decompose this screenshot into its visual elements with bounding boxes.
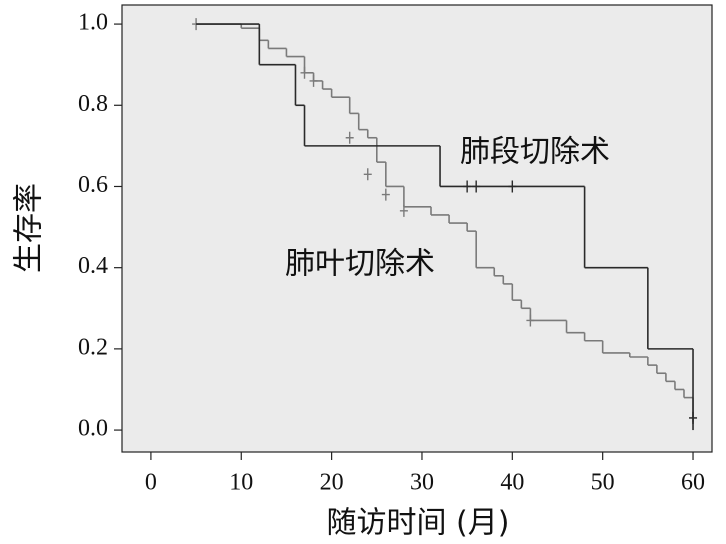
x-tick-label: 20 (320, 470, 344, 496)
x-tick-label: 50 (591, 470, 615, 496)
censor-mark (399, 204, 408, 217)
annotation: 肺叶切除术 (285, 247, 435, 282)
x-tick-label: 0 (145, 470, 157, 496)
y-tick-label: 0.2 (78, 334, 108, 360)
x-axis-label: 随访时间 (月) (327, 506, 510, 541)
censor-mark (345, 131, 354, 144)
y-tick-label: 0.0 (78, 416, 108, 442)
censor-mark (363, 168, 372, 181)
y-tick-label: 0.4 (78, 253, 108, 279)
censor-mark (309, 74, 318, 87)
y-axis-label: 生存率 (12, 183, 47, 273)
x-tick-label: 10 (229, 470, 253, 496)
y-tick-label: 0.8 (78, 91, 108, 117)
x-tick-label: 30 (410, 470, 434, 496)
censor-mark (526, 314, 535, 327)
censor-mark (463, 180, 472, 193)
y-tick-label: 1.0 (78, 10, 108, 36)
x-tick-label: 60 (681, 470, 705, 496)
censor-mark (508, 180, 517, 193)
x-tick-label: 40 (500, 470, 524, 496)
censor-mark (689, 411, 698, 424)
censor-mark (300, 66, 309, 79)
censor-mark (472, 180, 481, 193)
plot-area (121, 4, 713, 453)
censor-mark (381, 188, 390, 201)
y-tick-label: 0.6 (78, 172, 108, 198)
annotation: 肺段切除术 (460, 135, 610, 170)
